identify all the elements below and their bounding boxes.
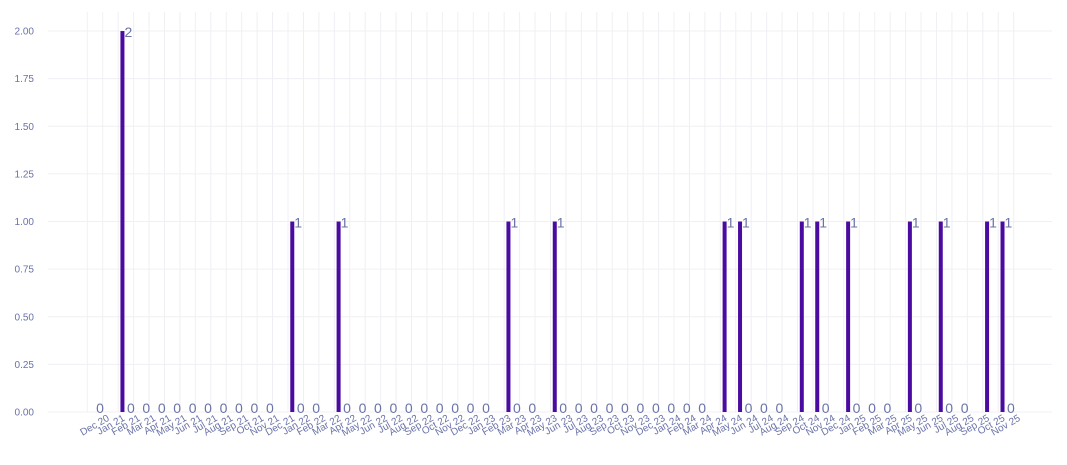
- data-label: 0: [467, 400, 475, 416]
- bar: [799, 221, 804, 412]
- data-label: 0: [235, 400, 243, 416]
- bar: [938, 221, 943, 412]
- data-label: 0: [142, 400, 150, 416]
- data-label: 0: [482, 400, 490, 416]
- y-tick-label: 1.25: [15, 169, 35, 180]
- data-label: 0: [822, 400, 830, 416]
- data-label: 0: [297, 400, 305, 416]
- data-label: 1: [912, 215, 920, 231]
- data-label: 0: [914, 400, 922, 416]
- y-tick-label: 1.00: [15, 217, 35, 228]
- data-label: 1: [989, 215, 997, 231]
- data-label: 0: [312, 400, 320, 416]
- y-tick-label: 0.25: [15, 360, 35, 371]
- data-label: 0: [389, 400, 397, 416]
- data-label: 0: [374, 400, 382, 416]
- data-label: 1: [341, 215, 349, 231]
- data-label: 0: [621, 400, 629, 416]
- bar: [738, 221, 743, 412]
- data-label: 0: [884, 400, 892, 416]
- bar: [120, 31, 125, 413]
- y-tick-label: 1.50: [15, 122, 35, 133]
- data-labels: 020 0 0 0 0 0 0 0 0 010 010 0 0 0 0 0 0 0 0 010 010 0 0 0 0 0 0 0 0 0…: [96, 24, 1015, 416]
- data-label: 0: [127, 400, 135, 416]
- data-label: 1: [557, 215, 565, 231]
- y-tick-label: 0.00: [15, 408, 35, 419]
- bar: [722, 221, 727, 412]
- y-axis: 0.00 0.25 0.50 0.75 1.00 1.25 1.50 1.75 2.00: [15, 27, 35, 419]
- bar: [290, 221, 295, 412]
- bar: [506, 221, 511, 412]
- data-label: 0: [405, 400, 413, 416]
- data-label: 2: [124, 24, 132, 40]
- data-label: 0: [652, 400, 660, 416]
- bar: [846, 221, 851, 412]
- y-tick-label: 0.75: [15, 265, 35, 276]
- data-label: 0: [420, 400, 428, 416]
- data-label: 0: [158, 400, 166, 416]
- data-label: 0: [667, 400, 675, 416]
- data-label: 1: [727, 215, 735, 231]
- data-label: 0: [775, 400, 783, 416]
- bar: [907, 221, 912, 412]
- y-tick-label: 1.75: [15, 74, 35, 85]
- data-label: 1: [804, 215, 812, 231]
- data-label: 0: [683, 400, 691, 416]
- y-tick-label: 2.00: [15, 27, 35, 38]
- data-label: 0: [637, 400, 645, 416]
- data-label: 0: [436, 400, 444, 416]
- data-label: 0: [760, 400, 768, 416]
- data-label: 0: [528, 400, 536, 416]
- data-label: 1: [294, 215, 302, 231]
- bar: [1000, 221, 1005, 412]
- data-label: 0: [961, 400, 969, 416]
- data-label: 0: [868, 400, 876, 416]
- data-label: 0: [266, 400, 274, 416]
- data-label: 0: [575, 400, 583, 416]
- bar: [985, 221, 990, 412]
- data-label: 0: [204, 400, 212, 416]
- data-label: 0: [1007, 400, 1015, 416]
- data-label: 0: [189, 400, 197, 416]
- y-tick-label: 0.50: [15, 312, 35, 323]
- data-label: 0: [590, 400, 598, 416]
- data-label: 0: [698, 400, 706, 416]
- bar: [815, 221, 820, 412]
- data-label: 1: [943, 215, 951, 231]
- data-label: 0: [606, 400, 614, 416]
- bar: [336, 221, 341, 412]
- data-label: 1: [1005, 215, 1013, 231]
- data-label: 0: [745, 400, 753, 416]
- data-label: 0: [451, 400, 459, 416]
- data-label: 0: [343, 400, 351, 416]
- bars: [120, 31, 1005, 413]
- data-label: 1: [850, 215, 858, 231]
- data-label: 0: [96, 400, 104, 416]
- data-label: 0: [559, 400, 567, 416]
- data-label: 0: [173, 400, 181, 416]
- bar: [552, 221, 557, 412]
- data-label: 0: [513, 400, 521, 416]
- data-label: 1: [819, 215, 827, 231]
- data-label: 0: [220, 400, 228, 416]
- data-label: 0: [251, 400, 259, 416]
- data-label: 0: [945, 400, 953, 416]
- data-label: 1: [510, 215, 518, 231]
- data-label: 1: [742, 215, 750, 231]
- data-label: 0: [359, 400, 367, 416]
- data-label: 0: [853, 400, 861, 416]
- grid-lines: [48, 12, 1052, 413]
